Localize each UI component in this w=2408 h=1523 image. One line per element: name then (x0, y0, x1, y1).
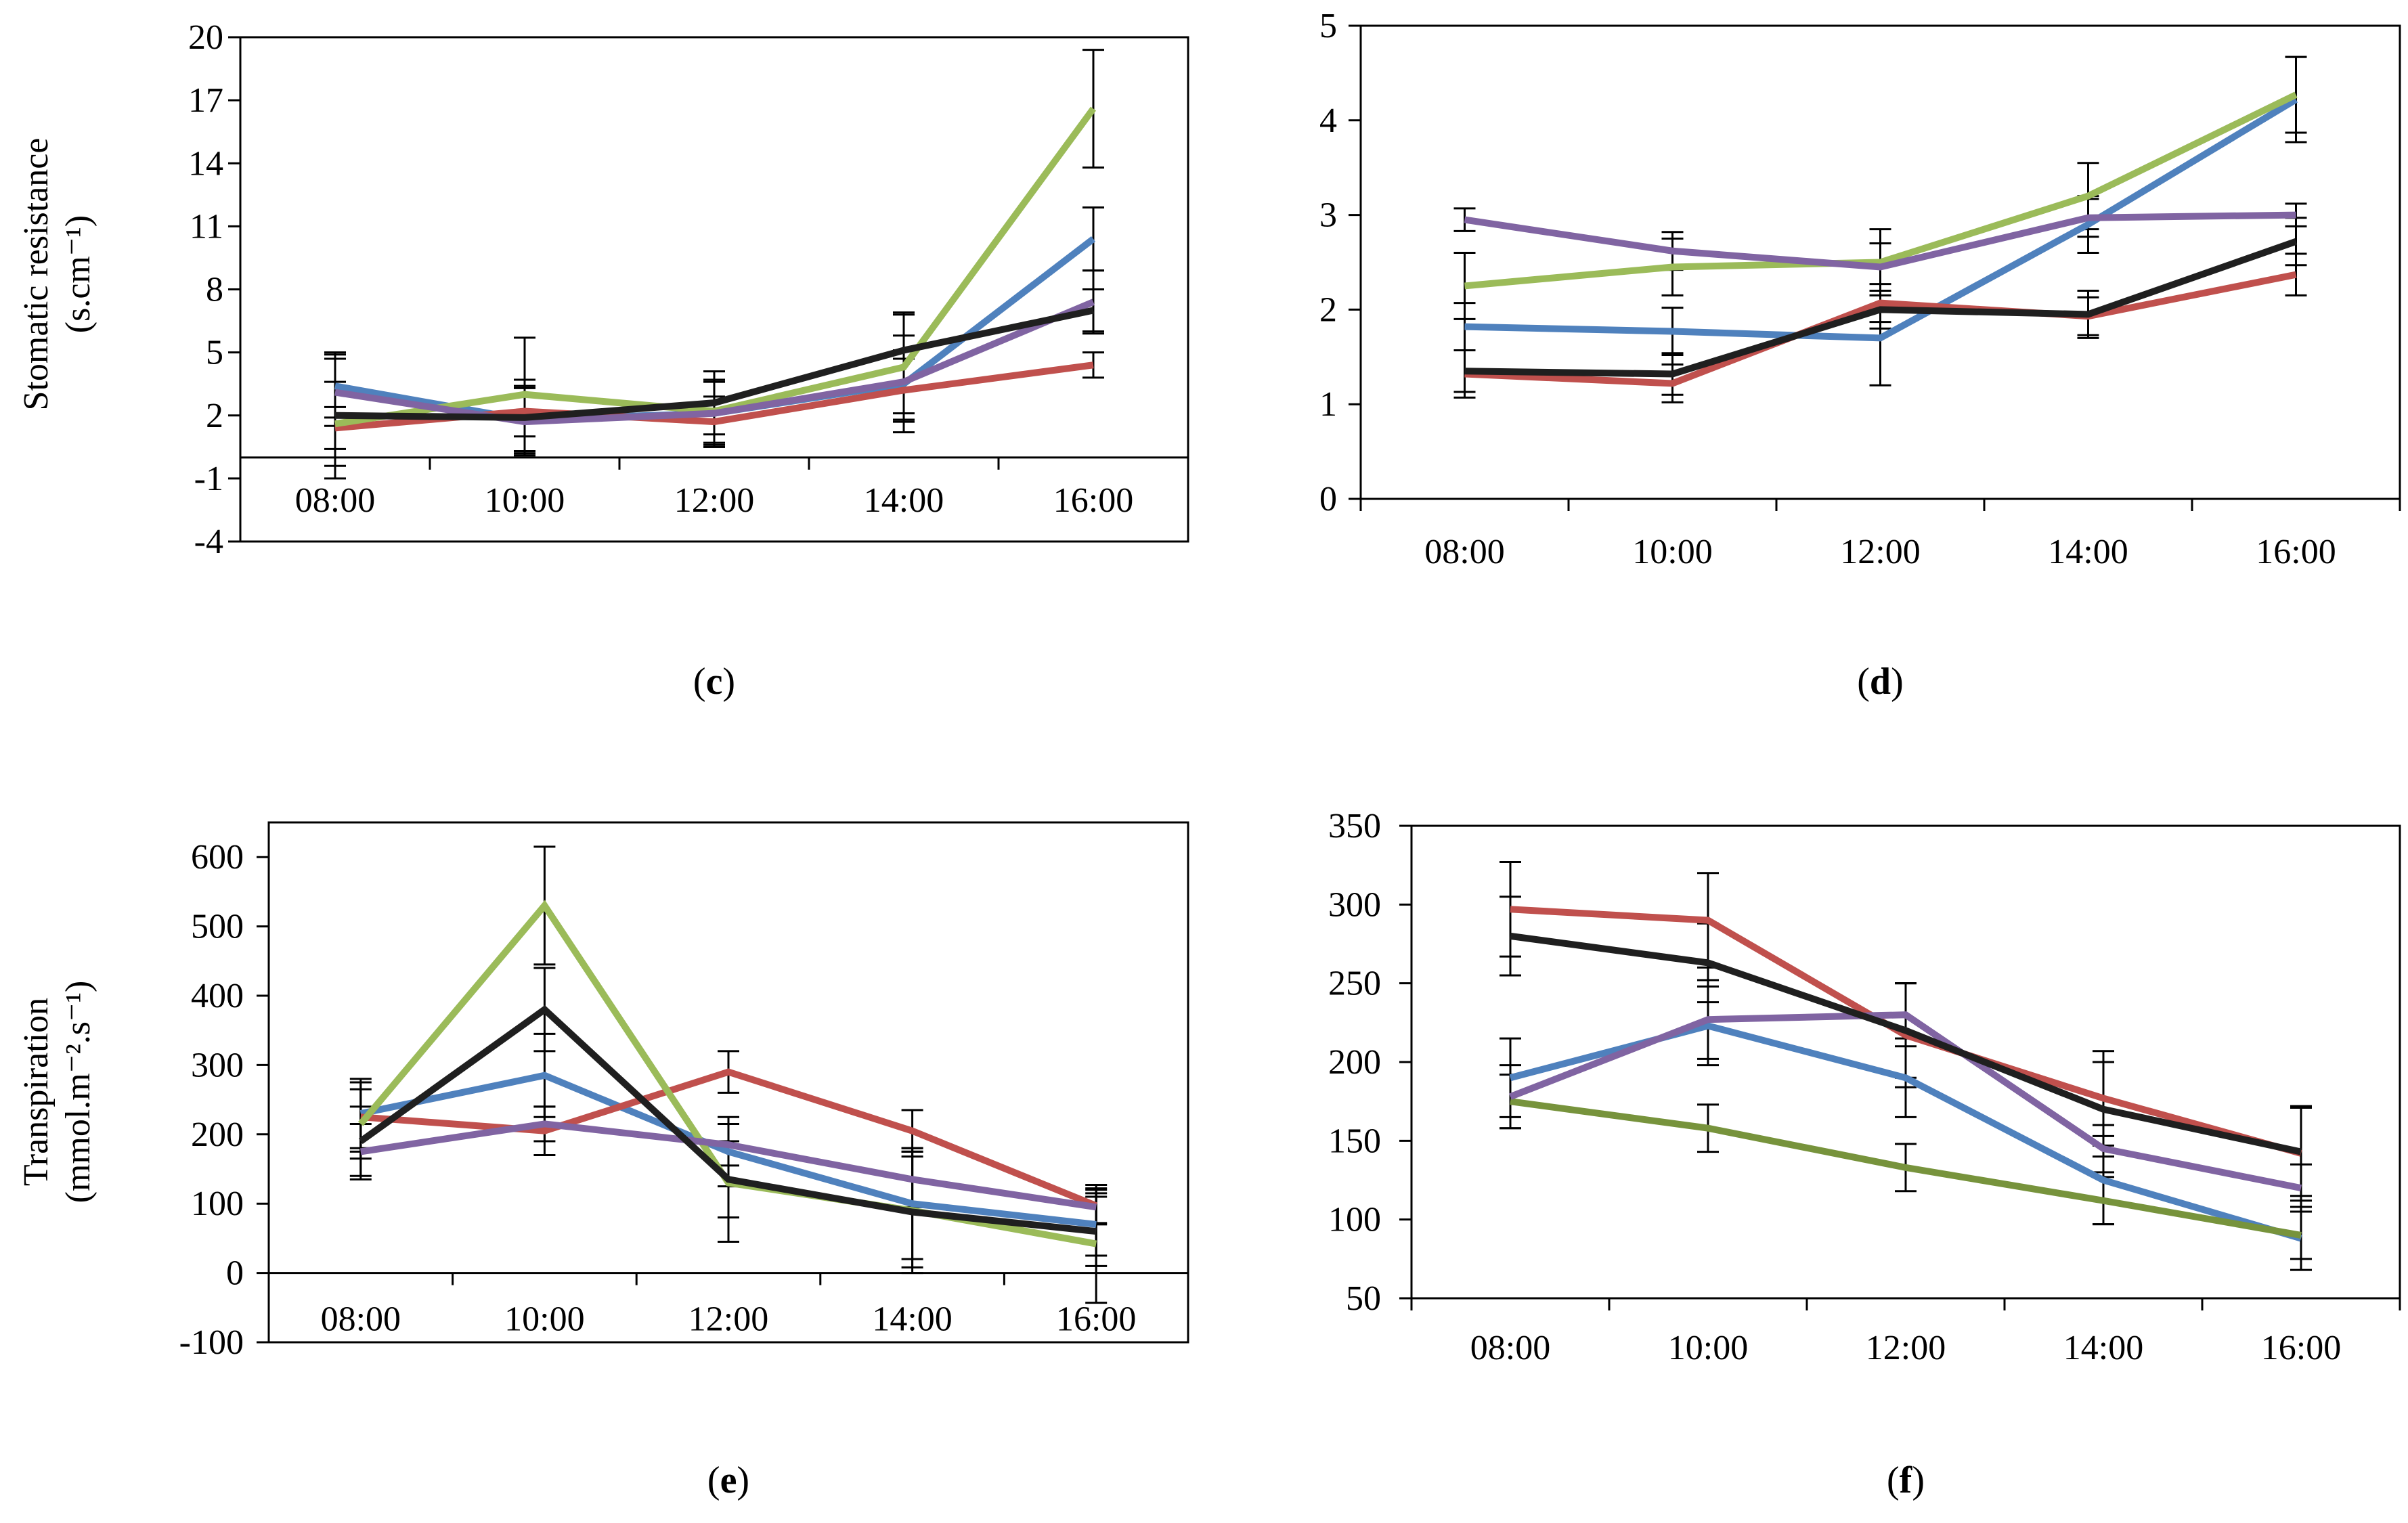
y-tick-label: -4 (194, 523, 223, 561)
y-tick-label: 400 (191, 977, 244, 1015)
panel-letter: c (706, 661, 723, 703)
y-tick-label: 300 (191, 1046, 244, 1084)
y-tick-label: 8 (206, 271, 223, 309)
x-tick-label: 16:00 (2261, 1329, 2341, 1367)
y-tick-label: 200 (191, 1116, 244, 1154)
series-line-3 (1464, 91, 2298, 290)
y-tick-label: 17 (188, 81, 223, 120)
x-tick-label: 14:00 (864, 481, 944, 520)
panel-letter: f (1900, 1459, 1913, 1501)
series-line-3 (1510, 1098, 2302, 1239)
x-tick-label: 08:00 (1470, 1329, 1550, 1367)
series-line-2 (1464, 271, 2297, 387)
y-tick-label: 3 (1319, 196, 1337, 235)
y-tick-label: -100 (179, 1323, 244, 1362)
y-tick-label: 500 (191, 908, 244, 946)
x-tick-label: 16:00 (2256, 533, 2336, 571)
x-tick-label: 08:00 (1424, 533, 1504, 571)
y-tick-label: 150 (1328, 1122, 1381, 1160)
x-tick-label: 08:00 (295, 481, 375, 520)
y-axis-unit: (s.cm⁻¹) (59, 215, 97, 333)
y-tick-label: 0 (1319, 480, 1337, 518)
x-tick-label: 12:00 (1840, 533, 1920, 571)
chart-panel-f: 50 100 150 200 250 300 350 08:00 10:00 12:00 14:00… (1328, 807, 2401, 1501)
x-tick-label: 10:00 (1632, 533, 1712, 571)
y-tick-label: 600 (191, 838, 244, 877)
x-tick-label: 12:00 (688, 1300, 768, 1339)
chart-panel-d: 0 1 2 3 4 5 08:00 10:00 12:00 14:00 16:00 (d) (1319, 7, 2401, 703)
y-tick-label: 350 (1328, 807, 1381, 845)
x-tick-label: 14:00 (2063, 1329, 2143, 1367)
y-tick-label: -1 (194, 460, 223, 498)
panel-label: (c) (693, 661, 735, 703)
series-line-2 (360, 1068, 1098, 1209)
series-line-4 (1509, 1011, 2302, 1192)
y-tick-label: 5 (206, 334, 223, 372)
x-tick-label: 10:00 (504, 1300, 584, 1339)
x-tick-label: 14:00 (872, 1300, 952, 1339)
panel-letter: d (1870, 661, 1891, 703)
y-tick-label: 5 (1319, 7, 1337, 45)
y-tick-label: 100 (1328, 1201, 1381, 1239)
series-line-4 (360, 1120, 1097, 1211)
y-tick-label: 11 (190, 207, 223, 246)
y-axis-unit: (mmol.m⁻².s⁻¹) (59, 981, 97, 1204)
x-tick-label: 10:00 (1668, 1329, 1748, 1367)
y-axis-label: Stomatic resistance (17, 138, 56, 411)
y-tick-label: 2 (1319, 290, 1337, 329)
y-tick-label: 1 (1319, 385, 1337, 424)
series-line-4 (1464, 211, 2296, 271)
chart-panel-e: -100 0 100 200 300 400 500 600 08:00 10:00 12:00 14… (17, 821, 1189, 1501)
series-line-5 (1510, 932, 2302, 1155)
y-axis-label: Transpiration (17, 998, 56, 1186)
series-line-4 (334, 299, 1095, 426)
series-line-1 (359, 1072, 1097, 1228)
series-line-1 (1464, 96, 2298, 342)
y-tick-label: 14 (188, 144, 223, 183)
x-tick-label: 14:00 (2048, 533, 2128, 571)
y-tick-label: 50 (1346, 1279, 1381, 1318)
x-tick-label: 16:00 (1053, 481, 1133, 520)
y-tick-label: 100 (191, 1185, 244, 1223)
y-tick-label: 4 (1319, 102, 1337, 140)
x-tick-label: 10:00 (485, 481, 565, 520)
y-tick-label: 2 (206, 397, 223, 435)
x-tick-label: 08:00 (321, 1300, 401, 1339)
y-tick-label: 250 (1328, 965, 1381, 1003)
panel-label: (e) (707, 1459, 749, 1501)
y-tick-label: 300 (1328, 885, 1381, 924)
series-line-2 (1510, 906, 2302, 1157)
x-tick-label: 16:00 (1056, 1300, 1136, 1339)
panel-letter: e (720, 1459, 737, 1501)
y-tick-label: 20 (188, 18, 223, 57)
x-tick-label: 12:00 (1866, 1329, 1946, 1367)
chart-panel-c: -4 -1 2 5 8 11 14 17 20 08:00 10:00 12:00 14:00 16:00… (17, 18, 1189, 703)
y-tick-label: 0 (226, 1254, 244, 1293)
series-line-5 (1464, 238, 2298, 378)
panel-label: (f) (1887, 1459, 1925, 1501)
series-line-5 (358, 1005, 1097, 1235)
plot-frame (239, 36, 1189, 543)
series-line-5 (334, 307, 1095, 421)
x-tick-label: 12:00 (674, 481, 754, 520)
panel-label: (d) (1857, 661, 1903, 703)
y-tick-label: 200 (1328, 1043, 1381, 1082)
